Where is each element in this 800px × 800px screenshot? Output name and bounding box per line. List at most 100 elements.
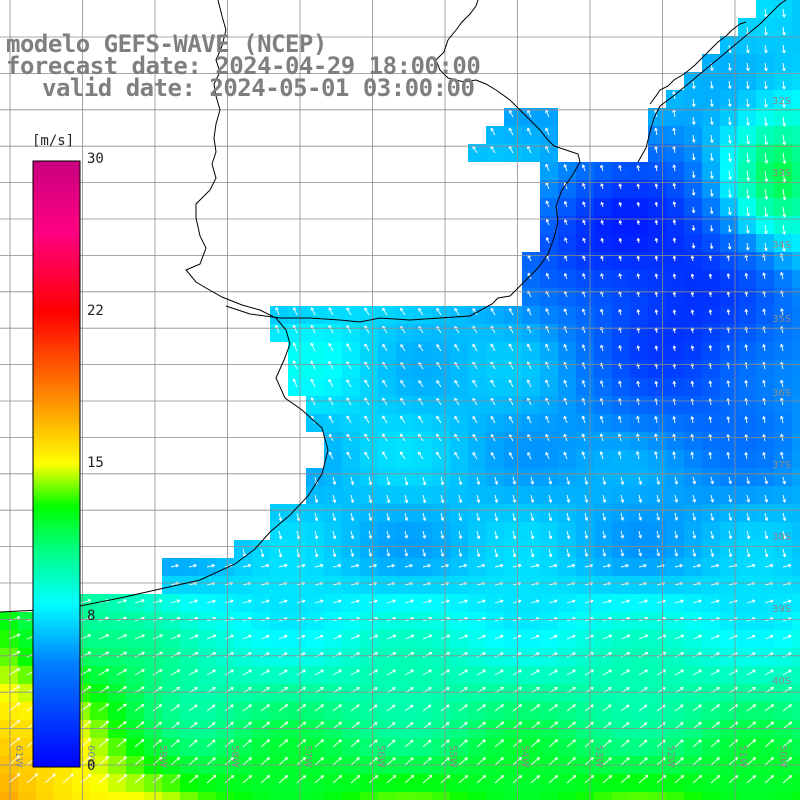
wind-arrow: [764, 242, 768, 252]
wind-arrow: [581, 308, 586, 316]
wind-arrow: [708, 255, 713, 262]
speed-cell: [36, 792, 54, 800]
wind-arrow: [527, 109, 532, 118]
wind-arrow: [170, 634, 181, 640]
wind-arrow: [746, 134, 750, 145]
wind-arrow: [548, 476, 553, 485]
wind-arrow: [746, 494, 751, 503]
wind-arrow: [636, 380, 640, 388]
speed-cell: [576, 792, 594, 800]
wind-arrow: [654, 345, 659, 352]
speed-cell: [126, 792, 144, 800]
wind-arrow: [275, 307, 280, 316]
speed-cell: [414, 792, 432, 800]
wind-arrow: [582, 237, 586, 244]
wind-arrow: [746, 634, 756, 640]
wind-arrow: [709, 188, 714, 197]
wind-arrow: [346, 343, 352, 352]
wind-arrow: [476, 494, 481, 503]
wind-arrow: [527, 452, 532, 460]
wind-arrow: [782, 548, 787, 558]
wind-arrow: [746, 116, 750, 126]
wind-arrow: [310, 324, 316, 334]
wind-arrow: [278, 512, 283, 522]
wind-arrow: [727, 224, 732, 233]
wind-arrow: [656, 634, 667, 640]
wind-arrow: [530, 634, 540, 640]
wind-arrow: [332, 548, 337, 558]
wind-arrow: [400, 415, 406, 424]
wind-arrow: [170, 564, 179, 568]
wind-arrow: [618, 202, 623, 208]
wind-arrow: [422, 494, 427, 504]
wind-arrow: [691, 152, 696, 161]
wind-arrow: [454, 343, 460, 352]
wind-arrow: [368, 548, 373, 557]
wind-arrow: [476, 512, 481, 522]
longitude-label: 56W: [375, 745, 386, 768]
wind-arrow: [332, 652, 342, 658]
wind-arrow: [458, 599, 468, 604]
wind-arrow: [332, 530, 337, 540]
wind-arrow: [691, 134, 696, 143]
wind-arrow: [746, 652, 756, 658]
wind-arrow: [692, 494, 697, 503]
wind-arrow: [310, 378, 316, 388]
speed-cell: [792, 522, 800, 540]
wind-arrow: [726, 380, 731, 388]
wind-arrow: [746, 44, 750, 54]
wind-arrow: [206, 634, 217, 640]
wind-arrow: [188, 634, 199, 640]
wind-arrow: [692, 599, 702, 604]
wind-arrow: [654, 237, 659, 244]
wind-arrow: [782, 98, 786, 108]
speed-cell: [468, 792, 486, 800]
wind-arrow: [494, 634, 504, 640]
wind-arrow: [8, 633, 21, 640]
speed-cell: [792, 414, 800, 432]
wind-arrow: [618, 238, 623, 244]
wind-arrow: [692, 476, 696, 485]
speed-cell: [486, 792, 504, 800]
wind-arrow: [404, 494, 409, 504]
wind-arrow: [328, 415, 334, 424]
wind-arrow: [454, 379, 460, 388]
wind-arrow: [636, 309, 641, 316]
wind-arrow: [745, 242, 750, 251]
wind-arrow: [584, 634, 594, 640]
speed-cell: [792, 90, 800, 108]
wind-arrow: [386, 476, 391, 486]
wind-arrow: [526, 343, 532, 352]
wind-arrow: [620, 476, 625, 485]
speed-cell: [234, 792, 252, 800]
wind-arrow: [746, 512, 751, 521]
wind-arrow: [674, 494, 679, 503]
wind-arrow: [764, 563, 774, 568]
wind-arrow: [368, 599, 378, 604]
wind-arrow: [404, 599, 414, 604]
wind-arrow: [674, 530, 679, 539]
wind-arrow: [690, 380, 695, 388]
speed-cell: [792, 738, 800, 756]
wind-arrow: [116, 669, 127, 676]
wind-arrow: [476, 476, 481, 485]
wind-arrow: [368, 512, 373, 521]
colorbar-tick-30: 30: [87, 151, 104, 167]
wind-arrow: [710, 530, 715, 539]
wind-arrow: [727, 242, 732, 250]
speed-cell: [558, 792, 576, 800]
speed-cell: [504, 792, 522, 800]
wind-arrow: [490, 379, 496, 388]
wind-arrow: [400, 307, 406, 316]
wind-arrow: [581, 344, 586, 352]
wind-arrow: [436, 344, 442, 352]
wind-arrow: [494, 476, 499, 485]
wind-arrow: [364, 415, 370, 424]
wind-arrow: [332, 599, 342, 604]
wind-arrow: [581, 380, 586, 388]
wind-arrow: [584, 494, 589, 503]
wind-arrow: [726, 309, 731, 316]
wind-arrow: [581, 164, 586, 172]
wind-arrow: [618, 309, 622, 316]
wind-arrow: [674, 564, 683, 568]
